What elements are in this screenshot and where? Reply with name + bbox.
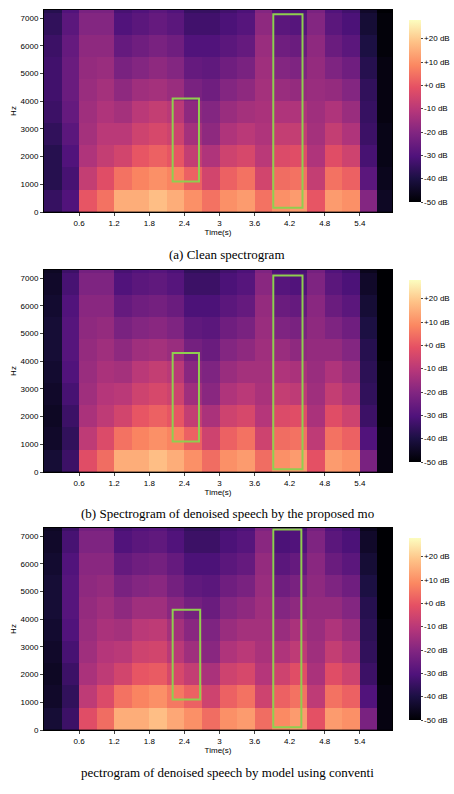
- svg-text:+20 dB: +20 dB: [424, 34, 450, 43]
- svg-text:1.2: 1.2: [109, 479, 121, 488]
- svg-text:-30 dB: -30 dB: [424, 151, 448, 160]
- svg-text:-10 dB: -10 dB: [424, 622, 448, 631]
- svg-text:-20 dB: -20 dB: [424, 388, 448, 397]
- svg-text:5000: 5000: [21, 587, 39, 596]
- svg-text:+10 dB: +10 dB: [424, 318, 450, 327]
- svg-text:+10 dB: +10 dB: [424, 576, 450, 585]
- svg-text:-40 dB: -40 dB: [424, 692, 448, 701]
- svg-text:6000: 6000: [21, 302, 39, 311]
- svg-text:+10 dB: +10 dB: [424, 58, 450, 67]
- svg-text:1.8: 1.8: [144, 479, 156, 488]
- svg-text:7000: 7000: [21, 274, 39, 283]
- svg-text:+0 dB: +0 dB: [424, 341, 445, 350]
- svg-text:3: 3: [217, 219, 222, 228]
- svg-text:1000: 1000: [21, 440, 39, 449]
- svg-text:-40 dB: -40 dB: [424, 174, 448, 183]
- svg-text:(a) Clean spectrogram: (a) Clean spectrogram: [169, 247, 285, 262]
- svg-text:4000: 4000: [21, 615, 39, 624]
- svg-text:5.4: 5.4: [354, 479, 366, 488]
- svg-text:Time(s): Time(s): [205, 746, 232, 755]
- svg-text:1000: 1000: [21, 698, 39, 707]
- svg-text:3.6: 3.6: [249, 479, 261, 488]
- svg-text:+0 dB: +0 dB: [424, 599, 445, 608]
- svg-text:+20 dB: +20 dB: [424, 552, 450, 561]
- svg-text:5.4: 5.4: [354, 219, 366, 228]
- svg-text:1.8: 1.8: [144, 737, 156, 746]
- svg-text:3: 3: [217, 737, 222, 746]
- svg-text:-40 dB: -40 dB: [424, 434, 448, 443]
- svg-text:4000: 4000: [21, 357, 39, 366]
- svg-text:-30 dB: -30 dB: [424, 669, 448, 678]
- svg-text:0.6: 0.6: [74, 219, 86, 228]
- svg-text:-30 dB: -30 dB: [424, 411, 448, 420]
- svg-text:0.6: 0.6: [74, 479, 86, 488]
- svg-text:5000: 5000: [21, 329, 39, 338]
- svg-text:4.2: 4.2: [284, 479, 296, 488]
- svg-text:2000: 2000: [21, 412, 39, 421]
- svg-text:-20 dB: -20 dB: [424, 128, 448, 137]
- svg-text:-20 dB: -20 dB: [424, 646, 448, 655]
- svg-text:Hz: Hz: [9, 106, 18, 116]
- svg-text:3.6: 3.6: [249, 737, 261, 746]
- svg-text:(b) Spectrogram of denoised sp: (b) Spectrogram of denoised speech by th…: [81, 506, 374, 521]
- svg-text:3000: 3000: [21, 385, 39, 394]
- svg-text:4.2: 4.2: [284, 737, 296, 746]
- svg-text:2.4: 2.4: [179, 219, 191, 228]
- svg-text:0: 0: [34, 726, 39, 735]
- svg-text:-50 dB: -50 dB: [424, 458, 448, 467]
- svg-text:Time(s): Time(s): [205, 228, 232, 237]
- svg-text:2.4: 2.4: [179, 479, 191, 488]
- svg-text:3000: 3000: [21, 643, 39, 652]
- svg-text:0: 0: [34, 208, 39, 217]
- svg-text:-10 dB: -10 dB: [424, 104, 448, 113]
- svg-text:4.2: 4.2: [284, 219, 296, 228]
- svg-text:4.8: 4.8: [319, 737, 331, 746]
- svg-text:2000: 2000: [21, 152, 39, 161]
- svg-text:+0 dB: +0 dB: [424, 81, 445, 90]
- svg-text:2.4: 2.4: [179, 737, 191, 746]
- svg-text:3: 3: [217, 479, 222, 488]
- svg-text:1.2: 1.2: [109, 219, 121, 228]
- svg-text:4.8: 4.8: [319, 219, 331, 228]
- svg-text:4.8: 4.8: [319, 479, 331, 488]
- svg-text:1.8: 1.8: [144, 219, 156, 228]
- svg-text:3000: 3000: [21, 125, 39, 134]
- svg-text:pectrogram of denoised speech: pectrogram of denoised speech by model u…: [81, 765, 374, 780]
- svg-text:-10 dB: -10 dB: [424, 364, 448, 373]
- svg-text:Hz: Hz: [9, 624, 18, 634]
- svg-text:6000: 6000: [21, 560, 39, 569]
- svg-text:7000: 7000: [21, 532, 39, 541]
- svg-text:2000: 2000: [21, 670, 39, 679]
- svg-text:4000: 4000: [21, 97, 39, 106]
- svg-text:7000: 7000: [21, 14, 39, 23]
- svg-text:1000: 1000: [21, 180, 39, 189]
- svg-text:+20 dB: +20 dB: [424, 294, 450, 303]
- svg-text:0.6: 0.6: [74, 737, 86, 746]
- svg-text:1.2: 1.2: [109, 737, 121, 746]
- svg-text:6000: 6000: [21, 42, 39, 51]
- svg-text:3.6: 3.6: [249, 219, 261, 228]
- svg-text:-50 dB: -50 dB: [424, 198, 448, 207]
- svg-text:0: 0: [34, 468, 39, 477]
- svg-text:Hz: Hz: [9, 366, 18, 376]
- svg-text:-50 dB: -50 dB: [424, 716, 448, 725]
- svg-text:5.4: 5.4: [354, 737, 366, 746]
- svg-text:5000: 5000: [21, 69, 39, 78]
- svg-text:Time(s): Time(s): [205, 488, 232, 497]
